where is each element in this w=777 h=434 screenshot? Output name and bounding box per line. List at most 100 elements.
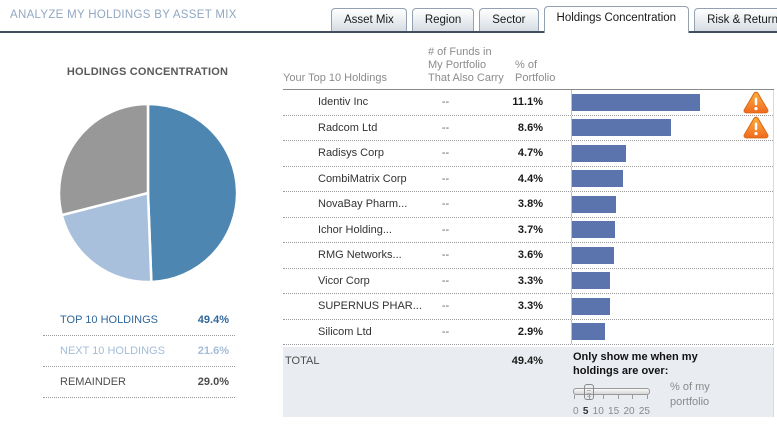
bar-cell <box>571 166 773 191</box>
funds-count: -- <box>441 96 450 109</box>
bar-cell <box>571 268 773 293</box>
tab-asset-mix[interactable]: Asset Mix <box>330 8 407 31</box>
slider-tick <box>603 395 605 399</box>
percent-bar <box>572 297 610 315</box>
filter-prompt-line2: holdings are over: <box>573 365 669 377</box>
warning-icon[interactable] <box>743 116 769 139</box>
portfolio-percent: 2.9% <box>517 325 543 338</box>
total-value: 49.4% <box>511 355 543 367</box>
percent-bar <box>572 221 615 239</box>
legend-value: 29.0% <box>197 376 229 388</box>
percent-bar <box>572 195 616 213</box>
warning-slot <box>738 116 773 139</box>
pie-slice[interactable] <box>57 102 150 217</box>
filter-suffix: % of my portfolio <box>670 380 710 410</box>
legend-row: NEXT 10 HOLDINGS 21.6% <box>43 336 235 367</box>
holdings-table: Your Top 10 Holdings # of Funds in My Por… <box>283 45 774 417</box>
tab-risk-return[interactable]: Risk & Return <box>694 8 777 31</box>
table-body: Identiv Inc -- 11.1% Radcom Ltd -- 8.6% <box>283 90 774 345</box>
percent-bar <box>572 93 700 111</box>
bar-track <box>572 170 738 188</box>
table-row[interactable]: SUPERNUS PHAR... -- 3.3% <box>283 294 773 320</box>
bar-cell <box>571 217 773 242</box>
holding-name: NovaBay Pharm... <box>318 198 408 211</box>
bar-cell <box>571 90 773 115</box>
portfolio-percent: 3.3% <box>517 274 543 287</box>
slider-tick-labels: 0 5 10 15 20 25 <box>573 406 650 417</box>
slider-handle[interactable] <box>583 384 594 400</box>
funds-count: -- <box>441 147 450 160</box>
funds-count: -- <box>441 274 450 287</box>
bar-track <box>572 144 738 162</box>
bar-cell <box>571 294 773 319</box>
threshold-slider <box>573 384 651 404</box>
legend-row: REMAINDER 29.0% <box>43 367 235 398</box>
funds-count: -- <box>441 121 450 134</box>
col-header-percent: % of Portfolio <box>515 59 556 84</box>
table-row[interactable]: NovaBay Pharm... -- 3.8% <box>283 192 773 218</box>
portfolio-percent: 8.6% <box>517 121 543 134</box>
holding-name: Radcom Ltd <box>318 121 378 134</box>
percent-bar <box>572 119 672 137</box>
total-label: TOTAL <box>285 355 320 367</box>
table-row[interactable]: Identiv Inc -- 11.1% <box>283 90 773 116</box>
filter-prompt-line1: Only show me when my <box>573 351 698 363</box>
funds-count: -- <box>441 172 450 185</box>
bar-cell <box>571 319 773 344</box>
tab-label: Asset Mix <box>343 14 394 26</box>
slider-tick <box>574 395 575 399</box>
tab-region[interactable]: Region <box>411 8 475 31</box>
section-header: ANALYZE MY HOLDINGS BY ASSET MIX Asset M… <box>0 0 777 33</box>
warning-icon[interactable] <box>743 91 769 114</box>
holding-name: SUPERNUS PHAR... <box>318 300 422 313</box>
table-row[interactable]: Radisys Corp -- 4.7% <box>283 141 773 167</box>
table-row[interactable]: Ichor Holding... -- 3.7% <box>283 217 773 243</box>
portfolio-percent: 3.8% <box>517 198 543 211</box>
pie-slice[interactable] <box>60 191 153 284</box>
slider-tick-label: 25 <box>638 406 650 417</box>
bar-track <box>572 272 738 290</box>
holding-name: Silicom Ltd <box>318 325 372 338</box>
percent-bar <box>572 246 614 264</box>
pie-chart-title: HOLDINGS CONCENTRATION <box>66 66 229 78</box>
tab-label: Risk & Return <box>707 14 777 26</box>
slider-tick <box>632 395 634 399</box>
bar-track <box>572 323 738 341</box>
holding-name: Identiv Inc <box>318 96 369 109</box>
percent-bar <box>572 144 627 162</box>
portfolio-percent: 4.4% <box>517 172 543 185</box>
holdings-filter: Only show me when my holdings are over: … <box>573 350 698 417</box>
holding-name: Radisys Corp <box>318 147 385 160</box>
col-header-holdings: Your Top 10 Holdings <box>283 72 387 84</box>
funds-count: -- <box>441 223 450 236</box>
legend-label: TOP 10 HOLDINGS <box>60 314 159 326</box>
slider-track[interactable] <box>573 388 650 395</box>
table-row[interactable]: Vicor Corp -- 3.3% <box>283 268 773 294</box>
page-title: ANALYZE MY HOLDINGS BY ASSET MIX <box>10 9 237 21</box>
slider-tick-label: 20 <box>623 406 635 417</box>
filter-suffix-line2: portfolio <box>670 396 710 408</box>
pie-legend: TOP 10 HOLDINGS 49.4% NEXT 10 HOLDINGS 2… <box>43 305 235 398</box>
bar-cell <box>571 243 773 268</box>
legend-value: 21.6% <box>197 345 229 357</box>
percent-bar <box>572 170 623 188</box>
table-row[interactable]: RMG Networks... -- 3.6% <box>283 243 773 269</box>
portfolio-percent: 3.6% <box>517 249 543 262</box>
pie-slice[interactable] <box>146 102 239 284</box>
portfolio-percent: 11.1% <box>512 96 543 109</box>
table-row[interactable]: Silicom Ltd -- 2.9% <box>283 319 773 345</box>
portfolio-percent: 3.7% <box>517 223 543 236</box>
legend-label: NEXT 10 HOLDINGS <box>60 345 165 357</box>
bar-track <box>572 297 738 315</box>
col-header-funds: # of Funds in My Portfolio That Also Carry <box>428 46 504 84</box>
bar-track <box>572 195 738 213</box>
percent-bar <box>572 323 606 341</box>
legend-value: 49.4% <box>197 314 229 326</box>
funds-count: -- <box>441 300 450 313</box>
table-row[interactable]: Radcom Ltd -- 8.6% <box>283 115 773 141</box>
tab-sector[interactable]: Sector <box>479 8 539 31</box>
holdings-pie-chart[interactable] <box>55 100 241 286</box>
slider-tick-label: 0 <box>573 406 579 417</box>
tab-holdings-concentration[interactable]: Holdings Concentration <box>543 6 690 33</box>
table-row[interactable]: CombiMatrix Corp -- 4.4% <box>283 166 773 192</box>
